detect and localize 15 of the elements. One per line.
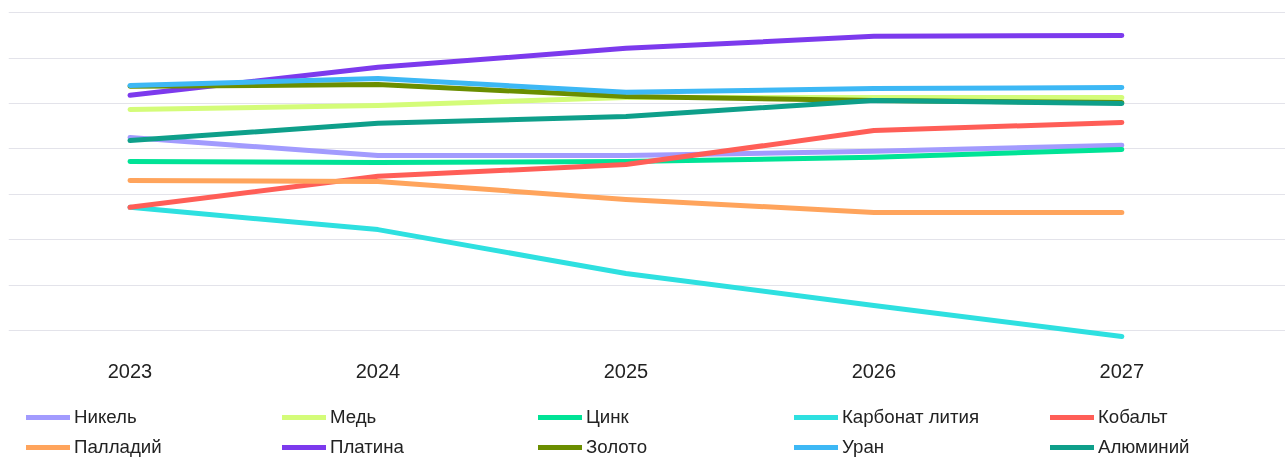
legend-label: Палладий	[74, 436, 163, 458]
x-tick-label: 2024	[355, 359, 401, 382]
legend-label: Карбонат лития	[842, 406, 981, 428]
x-tick-label: 2026	[851, 359, 897, 382]
legend-label: Золото	[586, 436, 648, 458]
legend-label: Кобальт	[1098, 406, 1169, 428]
legend-label: Медь	[330, 406, 378, 428]
x-tick-label: 2023	[107, 359, 153, 382]
legend-label: Платина	[330, 436, 405, 458]
x-tick-label: 2027	[1099, 359, 1145, 382]
legend-label: Алюминий	[1098, 436, 1191, 458]
legend-label: Уран	[842, 436, 886, 458]
legend-label: Цинк	[586, 406, 630, 428]
legend-label: Никель	[74, 406, 138, 428]
x-tick-label: 2025	[603, 359, 649, 382]
